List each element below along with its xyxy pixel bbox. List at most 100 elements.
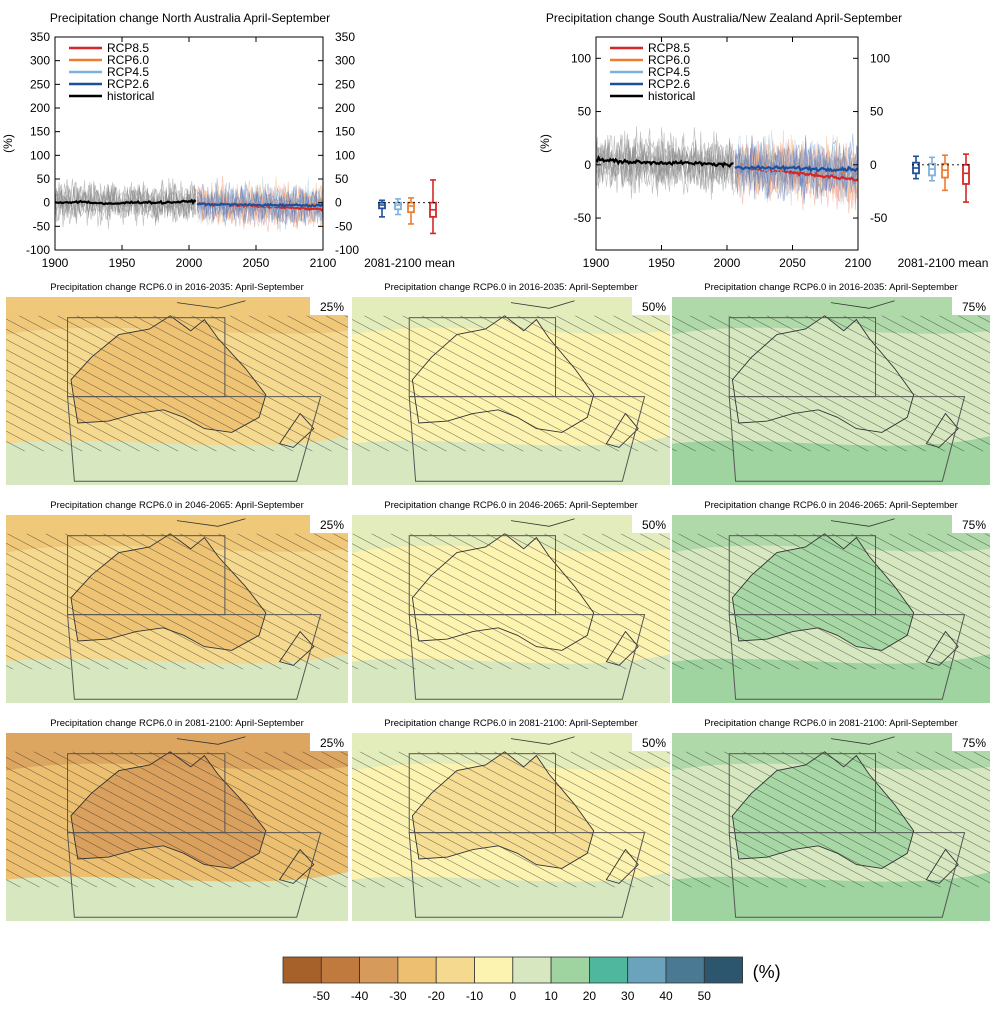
australia-coastline xyxy=(411,751,595,869)
colorbar-tick-label: 40 xyxy=(659,989,673,1003)
y-tick-label: 350 xyxy=(30,30,50,44)
percentile-label-background xyxy=(632,733,670,751)
new-zealand-coastline xyxy=(278,848,315,884)
y-tick-label: -100 xyxy=(26,243,50,257)
timeseries-panel-2: Precipitation change South Australia/New… xyxy=(538,11,988,270)
map-field xyxy=(6,515,348,703)
map-panel-2: Precipitation change RCP6.0 in 2016-2035… xyxy=(352,282,670,485)
new-guinea-coastline xyxy=(510,736,575,745)
map-panel-4: Precipitation change RCP6.0 in 2046-2065… xyxy=(6,500,348,703)
map-title: Precipitation change RCP6.0 in 2081-2100… xyxy=(50,718,304,729)
y-tick-label-right: 200 xyxy=(335,101,355,115)
colorbar-tick-label: 50 xyxy=(698,989,712,1003)
percentile-label-background xyxy=(632,515,670,533)
percentile-label: 50% xyxy=(642,736,666,750)
map-field xyxy=(352,515,670,703)
map-field xyxy=(6,733,348,921)
y-tick-label: 0 xyxy=(43,196,50,210)
new-guinea-coastline xyxy=(176,518,246,527)
y-tick-label-right: -50 xyxy=(335,219,353,233)
y-tick-label-right: 0 xyxy=(335,196,342,210)
australia-coastline xyxy=(411,315,595,433)
significance-hatching xyxy=(6,533,348,670)
australia-coastline xyxy=(70,751,267,869)
map-panel-3: Precipitation change RCP6.0 in 2016-2035… xyxy=(672,282,990,485)
colorbar-swatch xyxy=(703,956,743,984)
new-guinea-coastline xyxy=(830,300,895,309)
map-field xyxy=(672,297,990,485)
australia-coastline xyxy=(70,533,267,651)
colorbar-tick-label: -30 xyxy=(389,989,407,1003)
legend-label: RCP4.5 xyxy=(648,65,690,79)
y-tick-label: 250 xyxy=(30,77,50,91)
legend-label: historical xyxy=(648,89,695,103)
y-tick-label: 200 xyxy=(30,101,50,115)
y-tick-label-right: -50 xyxy=(870,211,888,225)
y-tick-label-right: 350 xyxy=(335,30,355,44)
map-field xyxy=(672,733,990,921)
percentile-label-background xyxy=(310,515,348,533)
y-tick-label: 100 xyxy=(30,148,50,162)
series-line-historical xyxy=(596,154,734,169)
map-panel-5: Precipitation change RCP6.0 in 2046-2065… xyxy=(352,500,670,703)
series-line-rcp26 xyxy=(196,201,323,208)
significance-hatching xyxy=(672,533,990,670)
australia-coastline xyxy=(411,533,595,651)
colorbar-swatch xyxy=(435,956,475,984)
y-tick-label: 150 xyxy=(30,125,50,139)
map-title: Precipitation change RCP6.0 in 2046-2065… xyxy=(704,500,958,511)
australia-coastline xyxy=(731,751,915,869)
percentile-label: 50% xyxy=(642,518,666,532)
y-tick-label-right: 100 xyxy=(870,51,890,65)
significance-hatching xyxy=(6,751,348,888)
colorbar-tick-label: 20 xyxy=(583,989,597,1003)
significance-hatching xyxy=(672,315,990,452)
map-title: Precipitation change RCP6.0 in 2081-2100… xyxy=(704,718,958,729)
map-panel-6: Precipitation change RCP6.0 in 2046-2065… xyxy=(672,500,990,703)
south-australia-nz-region-box xyxy=(67,832,322,918)
new-guinea-coastline xyxy=(176,736,246,745)
boxplot-box xyxy=(407,201,415,214)
south-australia-nz-region-box xyxy=(728,614,966,700)
y-tick-label: 300 xyxy=(30,54,50,68)
south-australia-nz-region-box xyxy=(728,832,966,918)
percentile-label-background xyxy=(310,297,348,315)
y-tick-label-right: 100 xyxy=(335,148,355,162)
percentile-label: 50% xyxy=(642,300,666,314)
australia-coastline xyxy=(70,315,267,433)
significance-hatching xyxy=(672,751,990,888)
x-tick-label: 1900 xyxy=(583,256,610,270)
colorbar-swatch xyxy=(550,956,590,984)
boxplot-box xyxy=(962,163,970,185)
y-tick-label-right: -100 xyxy=(335,243,359,257)
colorbar-swatch xyxy=(627,956,667,984)
percentile-label: 75% xyxy=(962,736,986,750)
legend-label: historical xyxy=(107,89,154,103)
percentile-label-background xyxy=(632,297,670,315)
y-tick-label: -50 xyxy=(574,211,592,225)
south-australia-nz-region-box xyxy=(67,614,322,700)
x-tick-label: 2050 xyxy=(779,256,806,270)
boxplot-box xyxy=(394,201,402,211)
map-title: Precipitation change RCP6.0 in 2016-2035… xyxy=(384,282,638,293)
legend-label: RCP6.0 xyxy=(648,53,690,67)
y-axis-label: (%) xyxy=(1,134,15,153)
percentile-label-background xyxy=(310,733,348,751)
series-line-historical xyxy=(55,198,197,206)
map-field xyxy=(352,297,670,485)
south-australia-nz-region-box xyxy=(408,396,646,482)
legend-label: RCP4.5 xyxy=(107,65,149,79)
y-tick-label-right: 250 xyxy=(335,77,355,91)
map-panel-7: Precipitation change RCP6.0 in 2081-2100… xyxy=(6,718,348,921)
new-zealand-coastline xyxy=(278,630,315,666)
australia-coastline xyxy=(731,315,915,433)
series-line-rcp26 xyxy=(734,164,858,173)
x-tick-label: 2000 xyxy=(714,256,741,270)
percentile-label: 75% xyxy=(962,518,986,532)
colorbar-unit: (%) xyxy=(753,962,781,982)
new-guinea-coastline xyxy=(510,518,575,527)
x-tick-label: 1950 xyxy=(648,256,675,270)
colorbar-swatch xyxy=(589,956,629,984)
y-tick-label-right: 50 xyxy=(870,105,884,119)
